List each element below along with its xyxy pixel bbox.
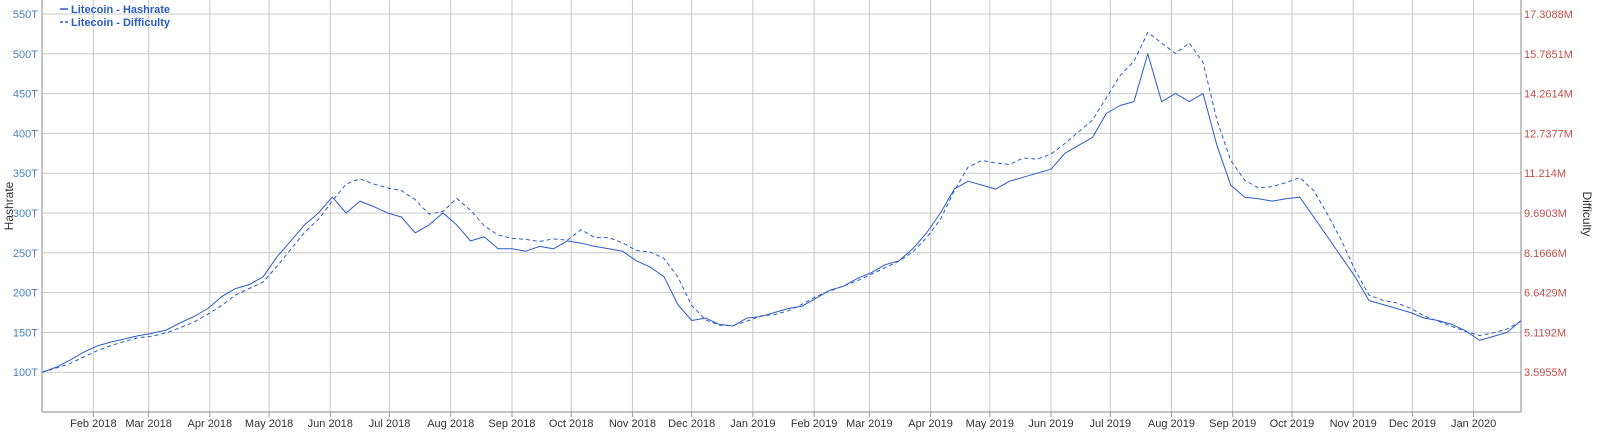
right-tick-label: 15.7851M xyxy=(1524,49,1573,61)
left-tick-label: 300T xyxy=(13,208,38,220)
right-tick-label: 11.214M xyxy=(1524,168,1566,180)
x-tick-label: Jul 2018 xyxy=(369,418,411,430)
difficulty-series-line xyxy=(41,32,1522,373)
series-layer xyxy=(41,32,1522,373)
right-tick-label: 8.1666M xyxy=(1524,248,1567,260)
x-tick-label: Mar 2019 xyxy=(846,418,892,430)
x-tick-label: Jul 2019 xyxy=(1089,418,1131,430)
x-tick-label: Aug 2018 xyxy=(427,418,474,430)
left-tick-label: 500T xyxy=(13,49,38,61)
x-tick-label: May 2018 xyxy=(245,418,293,430)
left-tick-label: 550T xyxy=(13,9,38,21)
x-tick-label: Feb 2019 xyxy=(791,418,837,430)
right-tick-label: 3.5955M xyxy=(1524,367,1567,379)
right-tick-label: 14.2614M xyxy=(1524,89,1573,101)
left-axis-title: Hashrate xyxy=(2,181,16,230)
grid xyxy=(42,0,1521,412)
axes xyxy=(41,0,1522,413)
x-tick-label: Sep 2019 xyxy=(1209,418,1256,430)
right-axis-title: Difficulty xyxy=(1580,191,1594,236)
left-tick-label: 350T xyxy=(13,168,38,180)
x-tick-label: Feb 2018 xyxy=(70,418,116,430)
left-tick-label: 150T xyxy=(13,327,38,339)
x-tick-label: Oct 2018 xyxy=(549,418,594,430)
hashrate-series-line xyxy=(41,53,1522,373)
x-tick-label: Jun 2018 xyxy=(308,418,353,430)
left-tick-label: 200T xyxy=(13,288,38,300)
right-tick-label: 17.3088M xyxy=(1524,9,1573,21)
x-tick-label: Jan 2019 xyxy=(730,418,775,430)
x-tick-label: May 2019 xyxy=(966,418,1014,430)
right-tick-label: 5.1192M xyxy=(1524,327,1566,339)
x-tick-label: Sep 2018 xyxy=(488,418,535,430)
right-axis-ticks: 3.5955M 5.1192M 6.6429M 8.1666M 9.6903M 11.21… xyxy=(1524,9,1573,379)
x-tick-label: Mar 2018 xyxy=(125,418,171,430)
left-tick-label: 450T xyxy=(13,89,38,101)
x-tick-label: Apr 2019 xyxy=(908,418,953,430)
x-tick-label: Apr 2018 xyxy=(188,418,233,430)
legend-label-difficulty: Litecoin - Difficulty xyxy=(71,17,171,29)
right-tick-label: 9.6903M xyxy=(1524,208,1567,220)
x-tick-label: Oct 2019 xyxy=(1270,418,1315,430)
left-axis-ticks: 100T 150T 200T 250T 300T 350T 400T 450T 500T 550T xyxy=(13,9,38,379)
legend: Litecoin - Hashrate Litecoin - Difficult… xyxy=(60,4,171,29)
right-tick-label: 12.7377M xyxy=(1524,128,1573,140)
x-tick-label: Jun 2019 xyxy=(1028,418,1073,430)
x-tick-label: Nov 2019 xyxy=(1330,418,1377,430)
legend-label-hashrate: Litecoin - Hashrate xyxy=(71,4,170,16)
x-tick-label: Dec 2019 xyxy=(1389,418,1436,430)
x-tick-label: Dec 2018 xyxy=(668,418,715,430)
x-tick-label: Jan 2020 xyxy=(1451,418,1496,430)
left-tick-label: 400T xyxy=(13,128,38,140)
x-axis-ticks: Feb 2018 Mar 2018 Apr 2018 May 2018 Jun 2018… xyxy=(70,412,1496,430)
x-tick-label: Aug 2019 xyxy=(1148,418,1195,430)
left-tick-label: 250T xyxy=(13,248,38,260)
left-tick-label: 100T xyxy=(13,367,38,379)
right-tick-label: 6.6429M xyxy=(1524,288,1567,300)
x-tick-label: Nov 2018 xyxy=(609,418,656,430)
